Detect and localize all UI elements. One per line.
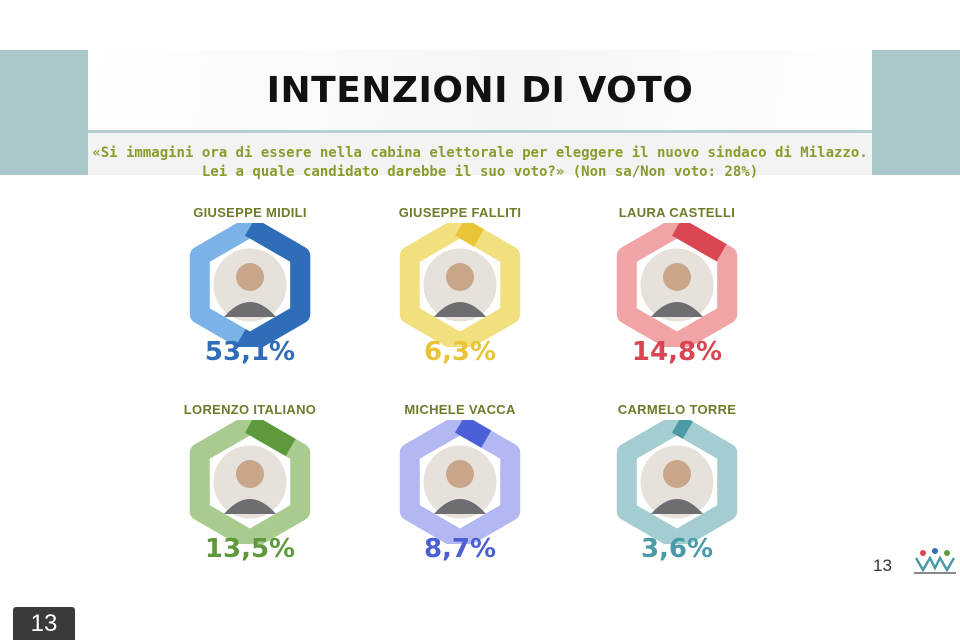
ring-track: [616, 223, 738, 347]
candidate-name: MICHELE VACCA: [404, 402, 516, 417]
candidate-photo: [637, 442, 717, 522]
candidate-percentage: 53,1%: [204, 337, 296, 367]
candidate-card: LAURA CASTELLI 14,8%: [587, 205, 767, 390]
candidate-name: LAURA CASTELLI: [618, 205, 736, 220]
candidate-photo: [420, 245, 500, 325]
ring-track: [399, 420, 521, 544]
candidate-photo: [210, 442, 290, 522]
title-box: INTENZIONI DI VOTO: [88, 50, 872, 133]
ring-track: [399, 223, 521, 347]
candidate-name: CARMELO TORRE: [617, 402, 737, 417]
candidate-percentage: 3,6%: [640, 534, 714, 564]
candidate-card: GIUSEPPE MIDILI 53,1%: [160, 205, 340, 390]
candidate-percentage: 8,7%: [423, 534, 497, 564]
candidate-photo: [637, 245, 717, 325]
candidate-card: MICHELE VACCA 8,7%: [370, 402, 550, 587]
candidate-card: LORENZO ITALIANO 13,5%: [160, 402, 340, 587]
candidate-photo: [210, 245, 290, 325]
candidate-ring: [399, 420, 521, 544]
candidate-ring: [189, 223, 311, 347]
candidate-ring: [189, 420, 311, 544]
candidate-percentage: 6,3%: [423, 337, 497, 367]
candidate-card: GIUSEPPE FALLITI 6,3%: [370, 205, 550, 390]
ring-track: [189, 420, 311, 544]
candidate-ring: [616, 223, 738, 347]
ring-value-segment: [189, 223, 311, 347]
survey-question: «Si immagini ora di essere nella cabina …: [92, 145, 868, 180]
candidate-percentage: 13,5%: [204, 534, 296, 564]
candidate-photo: [420, 442, 500, 522]
page-number: 13: [873, 556, 892, 575]
slide-number-badge: 13: [13, 607, 75, 640]
winpoll-logo-icon: [914, 548, 956, 574]
candidate-card: CARMELO TORRE 3,6%: [587, 402, 767, 587]
candidate-ring: [616, 420, 738, 544]
candidate-name: LORENZO ITALIANO: [183, 402, 317, 417]
candidate-name: GIUSEPPE FALLITI: [398, 205, 522, 220]
candidate-name: GIUSEPPE MIDILI: [193, 205, 307, 220]
candidate-percentage: 14,8%: [631, 337, 723, 367]
ring-track: [616, 420, 738, 544]
candidate-ring: [399, 223, 521, 347]
page-title: INTENZIONI DI VOTO: [266, 69, 694, 111]
